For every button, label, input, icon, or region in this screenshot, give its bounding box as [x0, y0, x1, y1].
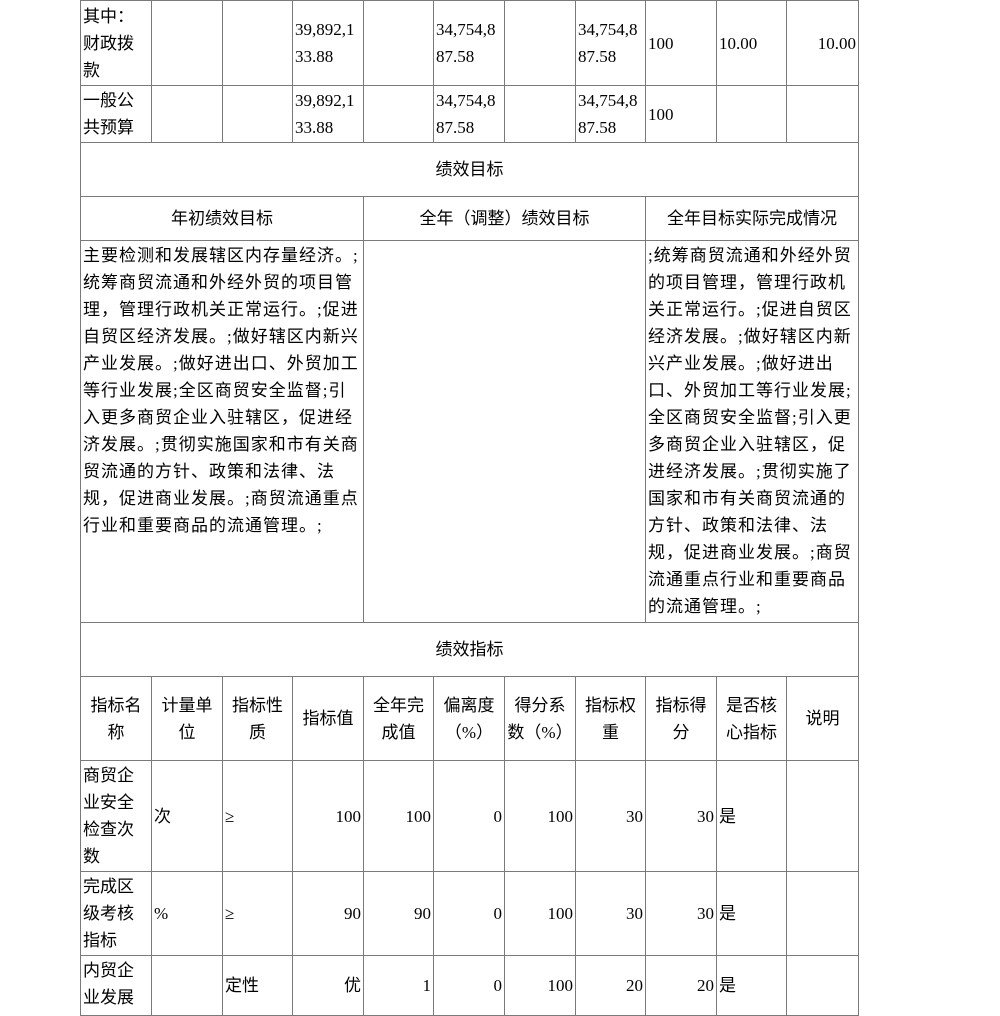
header-name: 指标名称: [80, 676, 152, 761]
indicator-note: [786, 871, 859, 956]
executed-value: 34,754,887.58: [575, 85, 646, 143]
indicator-note: [786, 955, 859, 1016]
cell: [504, 0, 576, 86]
indicator-nature: ≥: [222, 871, 293, 956]
indicator-target: 100: [292, 760, 364, 872]
cell: [363, 0, 434, 86]
goals-section-title: 绩效目标: [80, 142, 859, 197]
execution-rate: 100: [645, 0, 717, 86]
indicator-nature: ≥: [222, 760, 293, 872]
funding-row: 其中：财政拨款 39,892,133.88 34,754,887.58 34,7…: [80, 0, 859, 86]
goals-header-adjusted: 全年（调整）绩效目标: [363, 196, 646, 241]
header-core: 是否核心指标: [716, 676, 787, 761]
funding-label: 一般公共预算: [80, 85, 152, 143]
indicator-name: 内贸企业发展: [80, 955, 152, 1016]
indicator-nature: 定性: [222, 955, 293, 1016]
performance-table: 其中：财政拨款 39,892,133.88 34,754,887.58 34,7…: [80, 0, 859, 1016]
indicator-actual: 100: [363, 760, 434, 872]
indicator-coef: 100: [504, 760, 576, 872]
indicator-row: 完成区级考核指标 % ≥ 90 90 0 100 30 30 是: [80, 871, 859, 956]
execution-rate: 100: [645, 85, 717, 143]
indicator-core: 是: [716, 871, 787, 956]
adjusted-value: 34,754,887.58: [433, 85, 505, 143]
indicator-weight: 20: [575, 955, 646, 1016]
budget-value: 39,892,133.88: [292, 0, 364, 86]
goals-adjusted-text: [363, 240, 646, 623]
weight-value: [716, 85, 787, 143]
indicator-score: 30: [645, 760, 717, 872]
indicator-row: 商贸企业安全检查次数 次 ≥ 100 100 0 100 30 30 是: [80, 760, 859, 872]
indicator-score: 20: [645, 955, 717, 1016]
indicator-name: 完成区级考核指标: [80, 871, 152, 956]
indicator-coef: 100: [504, 955, 576, 1016]
goals-header-initial: 年初绩效目标: [80, 196, 364, 241]
indicator-row: 内贸企业发展 定性 优 1 0 100 20 20 是: [80, 955, 859, 1016]
header-note: 说明: [786, 676, 859, 761]
funding-row: 一般公共预算 39,892,133.88 34,754,887.58 34,75…: [80, 85, 859, 143]
goals-actual-text: ;统筹商贸流通和外经外贸的项目管理，管理行政机关正常运行。;促进自贸区经济发展。…: [645, 240, 859, 623]
indicator-unit: [151, 955, 223, 1016]
indicator-weight: 30: [575, 760, 646, 872]
indicator-coef: 100: [504, 871, 576, 956]
cell: [222, 85, 293, 143]
cell: [504, 85, 576, 143]
indicators-section-title: 绩效指标: [80, 622, 859, 677]
indicator-core: 是: [716, 955, 787, 1016]
adjusted-value: 34,754,887.58: [433, 0, 505, 86]
executed-value: 34,754,887.58: [575, 0, 646, 86]
indicator-deviation: 0: [433, 955, 505, 1016]
funding-label: 其中：财政拨款: [80, 0, 152, 86]
cell: [363, 85, 434, 143]
header-unit: 计量单位: [151, 676, 223, 761]
goals-initial-text: 主要检测和发展辖区内存量经济。;统筹商贸流通和外经外贸的项目管理，管理行政机关正…: [80, 240, 364, 623]
indicator-unit: %: [151, 871, 223, 956]
header-actual: 全年完成值: [363, 676, 434, 761]
cell: [151, 0, 223, 86]
indicator-weight: 30: [575, 871, 646, 956]
header-score: 指标得分: [645, 676, 717, 761]
indicator-score: 30: [645, 871, 717, 956]
indicator-actual: 90: [363, 871, 434, 956]
indicator-unit: 次: [151, 760, 223, 872]
score-value: 10.00: [786, 0, 859, 86]
indicators-header-row: 指标名称 计量单位 指标性质 指标值 全年完成值 偏离度（%） 得分系数（%） …: [80, 676, 859, 761]
indicator-deviation: 0: [433, 871, 505, 956]
indicator-deviation: 0: [433, 760, 505, 872]
indicator-core: 是: [716, 760, 787, 872]
goals-header-actual: 全年目标实际完成情况: [645, 196, 859, 241]
indicator-note: [786, 760, 859, 872]
indicator-target: 优: [292, 955, 364, 1016]
header-nature: 指标性质: [222, 676, 293, 761]
header-deviation: 偏离度（%）: [433, 676, 505, 761]
budget-value: 39,892,133.88: [292, 85, 364, 143]
weight-value: 10.00: [716, 0, 787, 86]
score-value: [786, 85, 859, 143]
indicator-actual: 1: [363, 955, 434, 1016]
header-coef: 得分系数（%）: [504, 676, 576, 761]
indicator-target: 90: [292, 871, 364, 956]
indicator-name: 商贸企业安全检查次数: [80, 760, 152, 872]
header-target: 指标值: [292, 676, 364, 761]
cell: [151, 85, 223, 143]
cell: [222, 0, 293, 86]
header-weight: 指标权重: [575, 676, 646, 761]
